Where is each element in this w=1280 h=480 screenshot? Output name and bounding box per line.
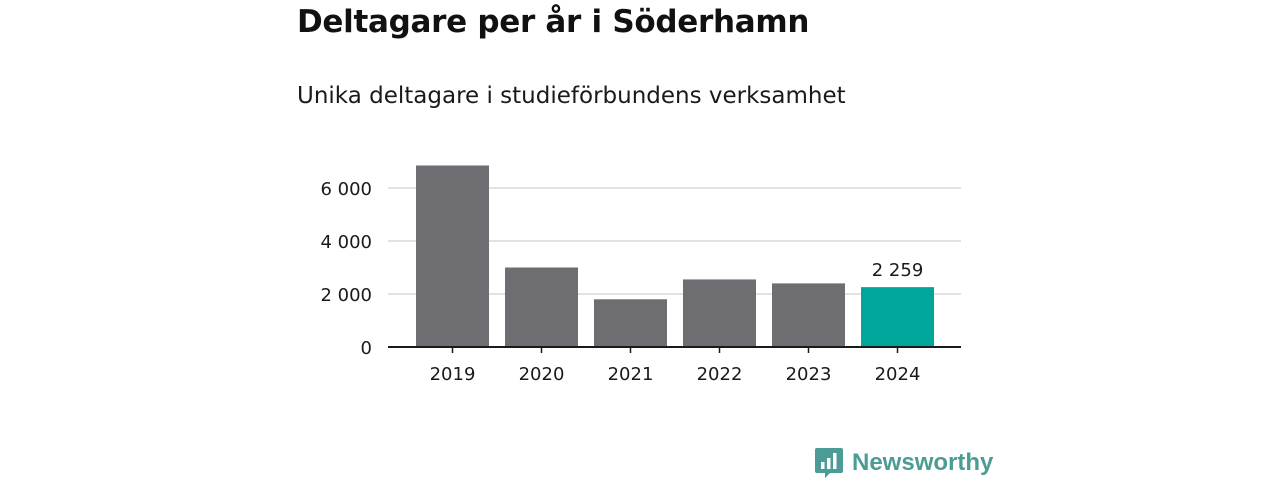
x-tick-label: 2022: [697, 364, 743, 385]
y-tick-label: 6 000: [320, 179, 372, 200]
x-tick-label: 2020: [519, 364, 565, 385]
bar-2020: [505, 267, 578, 347]
data-label: 2 259: [872, 260, 924, 281]
x-tick-label: 2023: [786, 364, 832, 385]
bar-2022: [683, 279, 756, 347]
brand-name: Newsworthy: [852, 449, 994, 476]
x-tick-label: 2021: [608, 364, 654, 385]
bar-2024: [861, 287, 934, 347]
chart-title: Deltagare per år i Söderhamn: [297, 4, 810, 40]
bar-2021: [594, 299, 667, 347]
y-tick-label: 0: [361, 338, 372, 359]
bar-2019: [416, 165, 489, 347]
brand: Newsworthy: [815, 446, 993, 480]
x-tick-label: 2024: [875, 364, 921, 385]
newsworthy-chart-logo-icon: [815, 448, 843, 478]
x-tick-label: 2019: [430, 364, 476, 385]
bar-2023: [772, 283, 845, 347]
y-tick-label: 2 000: [320, 285, 372, 306]
y-tick-label: 4 000: [320, 232, 372, 253]
chart-subtitle: Unika deltagare i studieförbundens verks…: [297, 83, 846, 109]
